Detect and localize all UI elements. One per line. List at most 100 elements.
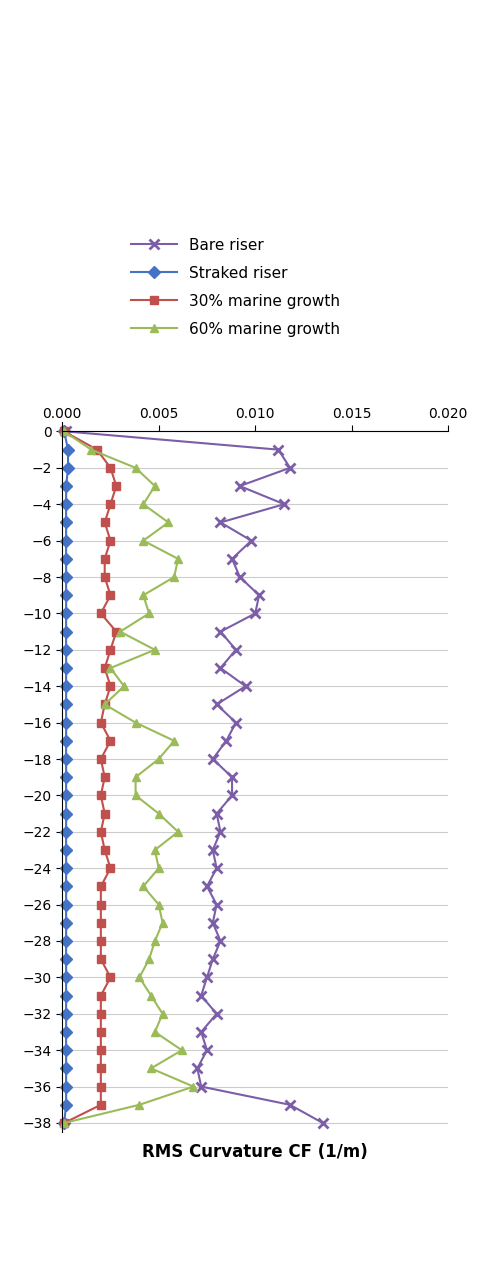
Straked riser — [65, 441, 71, 457]
Straked riser — [63, 969, 69, 985]
60% marine growth — [156, 897, 162, 912]
Bare riser — [249, 533, 254, 548]
60% marine growth — [140, 588, 146, 603]
30% marine growth — [98, 1098, 104, 1113]
Bare riser — [275, 441, 281, 457]
Straked riser — [63, 988, 69, 1004]
30% marine growth — [98, 1024, 104, 1039]
Bare riser — [204, 879, 210, 894]
60% marine growth — [175, 824, 181, 840]
60% marine growth — [159, 1006, 165, 1021]
30% marine growth — [98, 897, 104, 912]
Bare riser — [229, 787, 235, 803]
30% marine growth — [98, 787, 104, 803]
Bare riser — [229, 770, 235, 785]
30% marine growth — [98, 715, 104, 730]
Bare riser — [198, 1079, 204, 1094]
30% marine growth — [114, 478, 120, 494]
X-axis label: RMS Curvature CF (1/m): RMS Curvature CF (1/m) — [142, 1144, 368, 1161]
30% marine growth — [108, 460, 114, 476]
Bare riser — [194, 1061, 200, 1076]
30% marine growth — [102, 697, 108, 712]
Bare riser — [233, 642, 239, 658]
60% marine growth — [179, 1043, 185, 1058]
60% marine growth — [148, 1061, 154, 1076]
Bare riser — [281, 496, 287, 511]
30% marine growth — [108, 496, 114, 511]
60% marine growth — [132, 715, 138, 730]
60% marine growth — [61, 424, 67, 439]
Line: 30% marine growth: 30% marine growth — [60, 427, 121, 1127]
60% marine growth — [175, 551, 181, 566]
Bare riser — [256, 588, 262, 603]
60% marine growth — [148, 988, 154, 1004]
Straked riser — [63, 1061, 69, 1076]
Straked riser — [63, 770, 69, 785]
Straked riser — [63, 733, 69, 748]
Bare riser — [218, 824, 224, 840]
Straked riser — [63, 752, 69, 767]
30% marine growth — [102, 770, 108, 785]
Straked riser — [63, 605, 69, 621]
60% marine growth — [146, 951, 152, 967]
30% marine growth — [98, 605, 104, 621]
Straked riser — [63, 787, 69, 803]
Straked riser — [63, 515, 69, 530]
60% marine growth — [152, 642, 158, 658]
Straked riser — [63, 897, 69, 912]
Bare riser — [198, 988, 204, 1004]
60% marine growth — [156, 861, 162, 876]
Line: Bare riser: Bare riser — [61, 426, 328, 1128]
Bare riser — [252, 605, 258, 621]
Bare riser — [229, 551, 235, 566]
30% marine growth — [102, 515, 108, 530]
Straked riser — [63, 642, 69, 658]
Straked riser — [63, 1079, 69, 1094]
Straked riser — [63, 1098, 69, 1113]
30% marine growth — [114, 625, 120, 640]
60% marine growth — [132, 770, 138, 785]
Straked riser — [63, 551, 69, 566]
30% marine growth — [102, 806, 108, 822]
Bare riser — [204, 1043, 210, 1058]
60% marine growth — [140, 879, 146, 894]
Straked riser — [63, 588, 69, 603]
Bare riser — [243, 678, 249, 693]
Straked riser — [63, 934, 69, 949]
30% marine growth — [108, 861, 114, 876]
60% marine growth — [88, 441, 94, 457]
30% marine growth — [108, 533, 114, 548]
60% marine growth — [132, 787, 138, 803]
Straked riser — [61, 1116, 67, 1131]
Straked riser — [61, 424, 67, 439]
30% marine growth — [108, 733, 114, 748]
60% marine growth — [140, 533, 146, 548]
60% marine growth — [121, 678, 127, 693]
30% marine growth — [102, 842, 108, 857]
60% marine growth — [171, 570, 177, 585]
Straked riser — [63, 678, 69, 693]
Bare riser — [214, 861, 220, 876]
Straked riser — [63, 625, 69, 640]
Bare riser — [210, 915, 216, 930]
Straked riser — [63, 533, 69, 548]
30% marine growth — [98, 1061, 104, 1076]
Straked riser — [63, 478, 69, 494]
Straked riser — [63, 806, 69, 822]
60% marine growth — [136, 969, 142, 985]
Bare riser — [287, 1098, 293, 1113]
60% marine growth — [102, 697, 108, 712]
60% marine growth — [136, 1098, 142, 1113]
30% marine growth — [98, 951, 104, 967]
30% marine growth — [98, 824, 104, 840]
Bare riser — [63, 424, 69, 439]
Line: Straked riser: Straked riser — [60, 427, 72, 1127]
60% marine growth — [108, 660, 114, 675]
Straked riser — [63, 879, 69, 894]
Straked riser — [63, 861, 69, 876]
Bare riser — [287, 460, 293, 476]
Bare riser — [320, 1116, 326, 1131]
Bare riser — [223, 733, 229, 748]
Bare riser — [233, 715, 239, 730]
60% marine growth — [159, 915, 165, 930]
